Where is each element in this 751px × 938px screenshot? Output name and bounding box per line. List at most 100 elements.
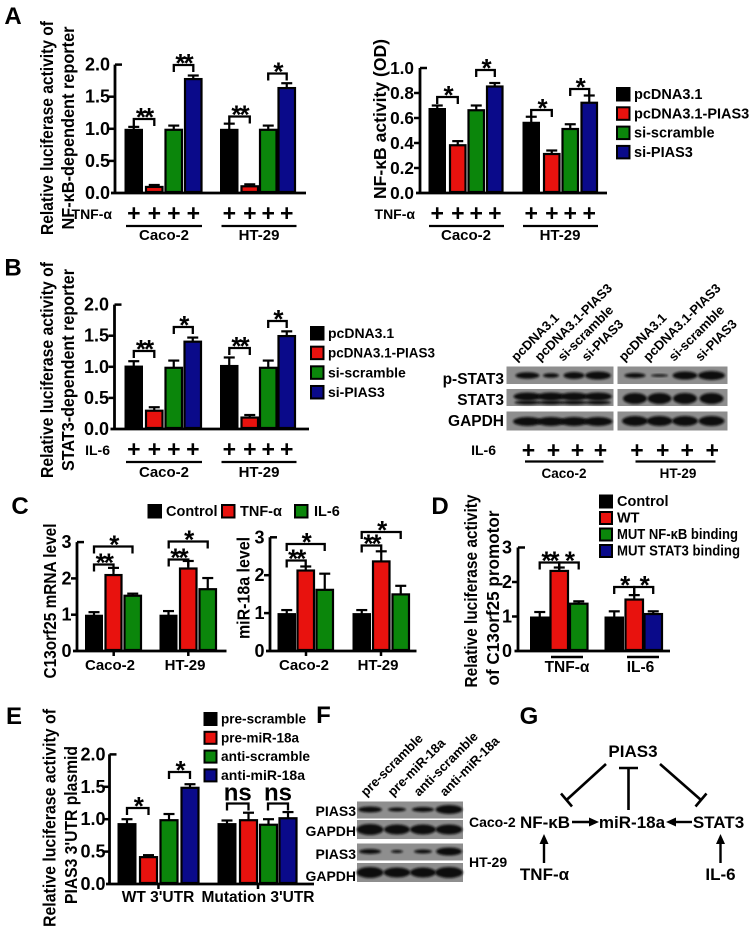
svg-text:NF-κB-dependent reporter: NF-κB-dependent reporter <box>58 26 78 229</box>
svg-text:HT-29: HT-29 <box>540 227 581 244</box>
svg-text:miR-18a level: miR-18a level <box>234 537 254 639</box>
svg-text:2.0: 2.0 <box>80 744 105 764</box>
svg-text:Caco-2: Caco-2 <box>279 657 329 674</box>
svg-text:**: ** <box>136 102 155 132</box>
svg-text:+: + <box>148 436 161 462</box>
svg-text:3: 3 <box>61 532 71 552</box>
svg-text:pre-scramble: pre-scramble <box>221 711 306 727</box>
svg-text:Control: Control <box>617 494 669 510</box>
svg-text:1.0: 1.0 <box>390 58 414 78</box>
svg-text:0: 0 <box>254 641 264 661</box>
svg-text:0.8: 0.8 <box>390 83 414 103</box>
svg-text:2: 2 <box>254 565 264 585</box>
svg-text:+: + <box>571 437 584 463</box>
svg-text:F: F <box>316 702 331 729</box>
svg-text:0.2: 0.2 <box>390 158 414 178</box>
svg-text:**: ** <box>175 48 194 78</box>
svg-text:0.5: 0.5 <box>85 151 110 171</box>
svg-text:+: + <box>545 200 558 226</box>
svg-text:+: + <box>563 200 576 226</box>
svg-text:1.5: 1.5 <box>80 777 105 797</box>
svg-text:**: ** <box>541 546 560 576</box>
svg-text:Caco-2: Caco-2 <box>441 227 491 244</box>
svg-text:NF-κB: NF-κB <box>520 813 570 832</box>
svg-text:pcDNA3.1-PIAS3: pcDNA3.1-PIAS3 <box>634 106 749 122</box>
svg-text:Relative luciferase activity o: Relative luciferase activity of <box>37 262 57 478</box>
svg-text:**: ** <box>288 544 307 574</box>
svg-text:IL-6: IL-6 <box>627 659 655 676</box>
svg-text:NF-κB activity (OD): NF-κB activity (OD) <box>370 39 390 199</box>
svg-text:G: G <box>520 703 539 730</box>
svg-text:si-scramble: si-scramble <box>634 126 715 142</box>
svg-text:0.6: 0.6 <box>390 108 414 128</box>
svg-text:1.0: 1.0 <box>85 119 110 139</box>
svg-text:GAPDH: GAPDH <box>305 868 356 884</box>
svg-text:TNF-α: TNF-α <box>545 659 590 676</box>
svg-text:**: ** <box>136 334 155 364</box>
svg-text:+: + <box>261 436 274 462</box>
svg-text:+: + <box>630 437 643 463</box>
svg-text:2.0: 2.0 <box>84 295 109 315</box>
svg-text:+: + <box>582 200 595 226</box>
svg-text:pcDNA3.1: pcDNA3.1 <box>328 325 394 341</box>
svg-text:TNF-α: TNF-α <box>375 206 416 222</box>
svg-text:p-STAT3: p-STAT3 <box>443 371 505 388</box>
svg-text:+: + <box>280 200 293 226</box>
svg-text:+: + <box>127 436 140 462</box>
svg-text:+: + <box>522 437 535 463</box>
svg-text:+: + <box>280 436 293 462</box>
svg-text:0.5: 0.5 <box>84 388 109 408</box>
svg-text:**: ** <box>231 331 250 361</box>
svg-text:1.5: 1.5 <box>84 326 109 346</box>
svg-text:+: + <box>261 200 274 226</box>
svg-text:GAPDH: GAPDH <box>448 413 504 430</box>
svg-text:+: + <box>223 200 236 226</box>
svg-text:Control: Control <box>166 504 218 520</box>
svg-text:+: + <box>488 200 501 226</box>
svg-text:IL-6: IL-6 <box>705 865 735 884</box>
svg-text:PIAS3: PIAS3 <box>316 803 357 819</box>
svg-text:si-PIAS3: si-PIAS3 <box>634 145 693 161</box>
svg-text:STAT3: STAT3 <box>693 813 744 832</box>
svg-text:si-PIAS3: si-PIAS3 <box>328 384 385 400</box>
svg-text:IL-6: IL-6 <box>471 442 496 458</box>
svg-text:2: 2 <box>61 568 71 588</box>
svg-text:+: + <box>547 437 560 463</box>
svg-text:STAT3-dependent reporter: STAT3-dependent reporter <box>58 269 78 471</box>
svg-text:ns: ns <box>264 780 292 807</box>
svg-text:+: + <box>186 436 199 462</box>
svg-text:TNF-α: TNF-α <box>520 865 570 884</box>
svg-text:1: 1 <box>254 603 264 623</box>
svg-text:MUT NF-κB binding: MUT NF-κB binding <box>617 527 738 543</box>
svg-text:Caco-2: Caco-2 <box>139 464 189 481</box>
svg-text:pre-miR-18a: pre-miR-18a <box>221 729 299 745</box>
svg-text:0.4: 0.4 <box>390 133 414 153</box>
svg-text:HT-29: HT-29 <box>239 464 280 481</box>
svg-text:HT-29: HT-29 <box>469 854 507 870</box>
svg-text:IL-6: IL-6 <box>314 504 340 520</box>
svg-text:WT: WT <box>617 511 640 527</box>
svg-text:pcDNA3.1-PIAS3: pcDNA3.1-PIAS3 <box>328 345 435 361</box>
svg-text:1.0: 1.0 <box>80 809 105 829</box>
svg-text:+: + <box>167 436 180 462</box>
svg-text:+: + <box>223 436 236 462</box>
svg-text:Mutation 3'UTR: Mutation 3'UTR <box>201 889 314 906</box>
svg-text:B: B <box>4 255 21 282</box>
svg-text:1.0: 1.0 <box>84 357 109 377</box>
svg-text:1: 1 <box>502 607 512 627</box>
svg-text:0.0: 0.0 <box>80 874 105 894</box>
svg-text:Caco-2: Caco-2 <box>85 657 135 674</box>
svg-text:**: ** <box>363 529 382 559</box>
svg-text:Relative luciferase activity o: Relative luciferase activity of <box>37 21 57 235</box>
svg-text:Caco-2: Caco-2 <box>469 814 516 830</box>
svg-text:+: + <box>594 437 607 463</box>
svg-text:3: 3 <box>502 538 512 558</box>
svg-text:0.0: 0.0 <box>85 183 110 203</box>
svg-text:+: + <box>451 200 464 226</box>
svg-text:PIAS3 3'UTR plasmid: PIAS3 3'UTR plasmid <box>61 746 81 904</box>
svg-text:pcDNA3.1: pcDNA3.1 <box>634 87 703 103</box>
svg-text:**: ** <box>170 543 189 573</box>
svg-text:+: + <box>680 437 693 463</box>
svg-text:miR-18a: miR-18a <box>599 813 666 832</box>
svg-text:ns: ns <box>224 780 252 807</box>
